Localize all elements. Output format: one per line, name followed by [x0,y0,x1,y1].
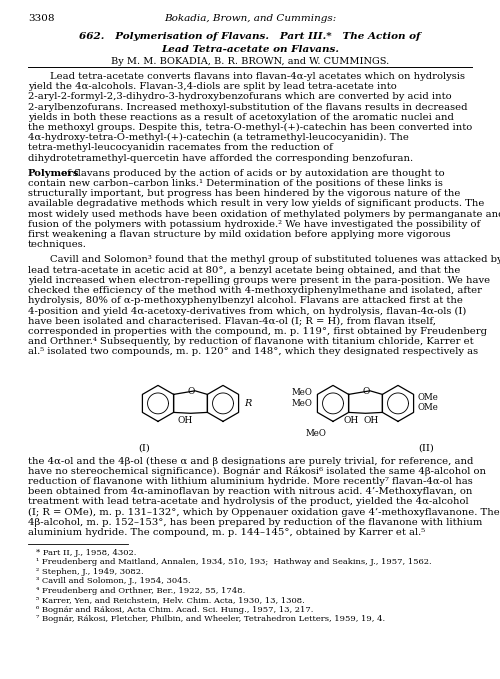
Text: (I; R = OMe), m. p. 131–132°, which by Oppenauer oxidation gave 4’-methoxyflavan: (I; R = OMe), m. p. 131–132°, which by O… [28,507,500,517]
Text: 4-position and yield 4α-acetoxy-derivatives from which, on hydrolysis, flavan-4α: 4-position and yield 4α-acetoxy-derivati… [28,306,466,316]
Text: hydrolysis, 80% of α-p-methoxyphenylbenzyl alcohol. Flavans are attacked first a: hydrolysis, 80% of α-p-methoxyphenylbenz… [28,296,463,305]
Text: OMe: OMe [418,403,439,412]
Text: have no stereochemical significance). Bognár and Rákosi⁶ isolated the same 4β-al: have no stereochemical significance). Bo… [28,466,486,476]
Text: the 4α-ol and the 4β-ol (these α and β designations are purely trivial, for refe: the 4α-ol and the 4β-ol (these α and β d… [28,456,473,466]
Text: ⁴ Freudenberg and Orthner, Ber., 1922, 55, 1748.: ⁴ Freudenberg and Orthner, Ber., 1922, 5… [36,587,245,595]
Text: OH: OH [364,416,379,425]
Text: most widely used methods have been oxidation of methylated polymers by permangan: most widely used methods have been oxida… [28,210,500,219]
Text: 662.   Polymerisation of Flavans.   Part III.*   The Action of: 662. Polymerisation of Flavans. Part III… [79,32,421,41]
Text: al.⁵ isolated two compounds, m. p. 120° and 148°, which they designated respecti: al.⁵ isolated two compounds, m. p. 120° … [28,347,478,356]
Text: Bokadia, Brown, and Cummings:: Bokadia, Brown, and Cummings: [164,14,336,23]
Text: Polymers: Polymers [28,169,80,178]
Text: tetra-methyl-leucocyanidin racemates from the reduction of: tetra-methyl-leucocyanidin racemates fro… [28,143,333,152]
Text: reduction of flavanone with lithium aluminium hydride. More recently⁷ flavan-4α-: reduction of flavanone with lithium alum… [28,477,473,485]
Text: aluminium hydride. The compound, m. p. 144–145°, obtained by Karrer et al.⁵: aluminium hydride. The compound, m. p. 1… [28,528,425,537]
Text: ² Stephen, J., 1949, 3082.: ² Stephen, J., 1949, 3082. [36,568,144,576]
Text: and Orthner.⁴ Subsequently, by reduction of flavanone with titanium chloride, Ka: and Orthner.⁴ Subsequently, by reduction… [28,337,473,346]
Text: yield the 4α-alcohols. Flavan-3,4-diols are split by lead tetra-acetate into: yield the 4α-alcohols. Flavan-3,4-diols … [28,82,397,91]
Text: (I): (I) [138,443,150,452]
Text: * Part II, J., 1958, 4302.: * Part II, J., 1958, 4302. [36,549,136,557]
Text: yield increased when electron-repelling groups were present in the para-position: yield increased when electron-repelling … [28,276,490,285]
Text: checked the efficiency of the method with 4-methoxydiphenylmethane and isolated,: checked the efficiency of the method wit… [28,286,482,295]
Text: OH: OH [178,416,193,425]
Text: ⁷ Bognár, Rákosi, Fletcher, Philbin, and Wheeler, Tetrahedron Letters, 1959, 19,: ⁷ Bognár, Rákosi, Fletcher, Philbin, and… [36,615,385,623]
Text: of flavans produced by the action of acids or by autoxidation are thought to: of flavans produced by the action of aci… [58,169,444,178]
Text: available degradative methods which result in very low yields of significant pro: available degradative methods which resu… [28,200,484,208]
Text: techniques.: techniques. [28,240,87,249]
Text: lead tetra-acetate in acetic acid at 80°, a benzyl acetate being obtained, and t: lead tetra-acetate in acetic acid at 80°… [28,265,460,274]
Text: 3308: 3308 [28,14,54,23]
Text: O: O [362,387,370,397]
Text: Cavill and Solomon³ found that the methyl group of substituted toluenes was atta: Cavill and Solomon³ found that the methy… [50,255,500,264]
Text: corresponded in properties with the compound, m. p. 119°, first obtained by Freu: corresponded in properties with the comp… [28,327,487,336]
Text: By M. M. BOKADIA, B. R. BROWN, and W. CUMMINGS.: By M. M. BOKADIA, B. R. BROWN, and W. CU… [111,57,389,66]
Text: O: O [188,387,194,397]
Text: (II): (II) [418,443,434,452]
Text: structurally important, but progress has been hindered by the vigorous nature of: structurally important, but progress has… [28,189,460,198]
Text: yields in both these reactions as a result of acetoxylation of the aromatic nucl: yields in both these reactions as a resu… [28,113,454,122]
Text: contain new carbon–carbon links.¹ Determination of the positions of these links : contain new carbon–carbon links.¹ Determ… [28,179,443,188]
Text: OMe: OMe [418,392,439,401]
Text: MeO: MeO [291,399,312,408]
Text: OH: OH [344,416,359,425]
Text: ³ Cavill and Solomon, J., 1954, 3045.: ³ Cavill and Solomon, J., 1954, 3045. [36,578,190,585]
Text: been obtained from 4α-aminoflavan by reaction with nitrous acid. 4’-Methoxyflava: been obtained from 4α-aminoflavan by rea… [28,487,472,496]
Text: have been isolated and characterised. Flavan-4α-ol (I; R = H), from flavan itsel: have been isolated and characterised. Fl… [28,316,436,326]
Text: Lead Tetra-acetate on Flavans.: Lead Tetra-acetate on Flavans. [161,45,339,54]
Text: ¹ Freudenberg and Maitland, Annalen, 1934, 510, 193;  Hathway and Seakins, J., 1: ¹ Freudenberg and Maitland, Annalen, 193… [36,559,432,566]
Text: MeO: MeO [306,429,326,439]
Text: ⁶ Bognár and Rákosi, Acta Chim. Acad. Sci. Hung., 1957, 13, 217.: ⁶ Bognár and Rákosi, Acta Chim. Acad. Sc… [36,606,314,614]
Text: MeO: MeO [291,388,312,397]
Text: fusion of the polymers with potassium hydroxide.² We have investigated the possi: fusion of the polymers with potassium hy… [28,220,480,229]
Text: 4β-alcohol, m. p. 152–153°, has been prepared by reduction of the flavanone with: 4β-alcohol, m. p. 152–153°, has been pre… [28,517,482,527]
Text: 4α-hydroxy-tetra-O-methyl-(+)-catechin (a tetramethyl-leucocyanidin). The: 4α-hydroxy-tetra-O-methyl-(+)-catechin (… [28,133,409,143]
Text: 2-arylbenzofurans. Increased methoxyl-substitution of the flavans results in dec: 2-arylbenzofurans. Increased methoxyl-su… [28,103,468,111]
Text: ⁵ Karrer, Yen, and Reichstein, Helv. Chim. Acta, 1930, 13, 1308.: ⁵ Karrer, Yen, and Reichstein, Helv. Chi… [36,596,305,604]
Text: R: R [244,399,252,408]
Text: the methoxyl groups. Despite this, tetra-O-methyl-(+)-catechin has been converte: the methoxyl groups. Despite this, tetra… [28,123,472,132]
Text: dihydrotetramethyl-quercetin have afforded the corresponding benzofuran.: dihydrotetramethyl-quercetin have afford… [28,153,413,162]
Text: 2-aryl-2-formyl-2,3-dihydro-3-hydroxybenzofurans which are converted by acid int: 2-aryl-2-formyl-2,3-dihydro-3-hydroxyben… [28,92,452,101]
Text: Lead tetra-acetate converts flavans into flavan-4α-yl acetates which on hydrolys: Lead tetra-acetate converts flavans into… [50,72,465,81]
Text: treatment with lead tetra-acetate and hydrolysis of the product, yielded the 4α-: treatment with lead tetra-acetate and hy… [28,497,468,507]
Text: first weakening a flavan structure by mild oxidation before applying more vigoro: first weakening a flavan structure by mi… [28,230,450,239]
